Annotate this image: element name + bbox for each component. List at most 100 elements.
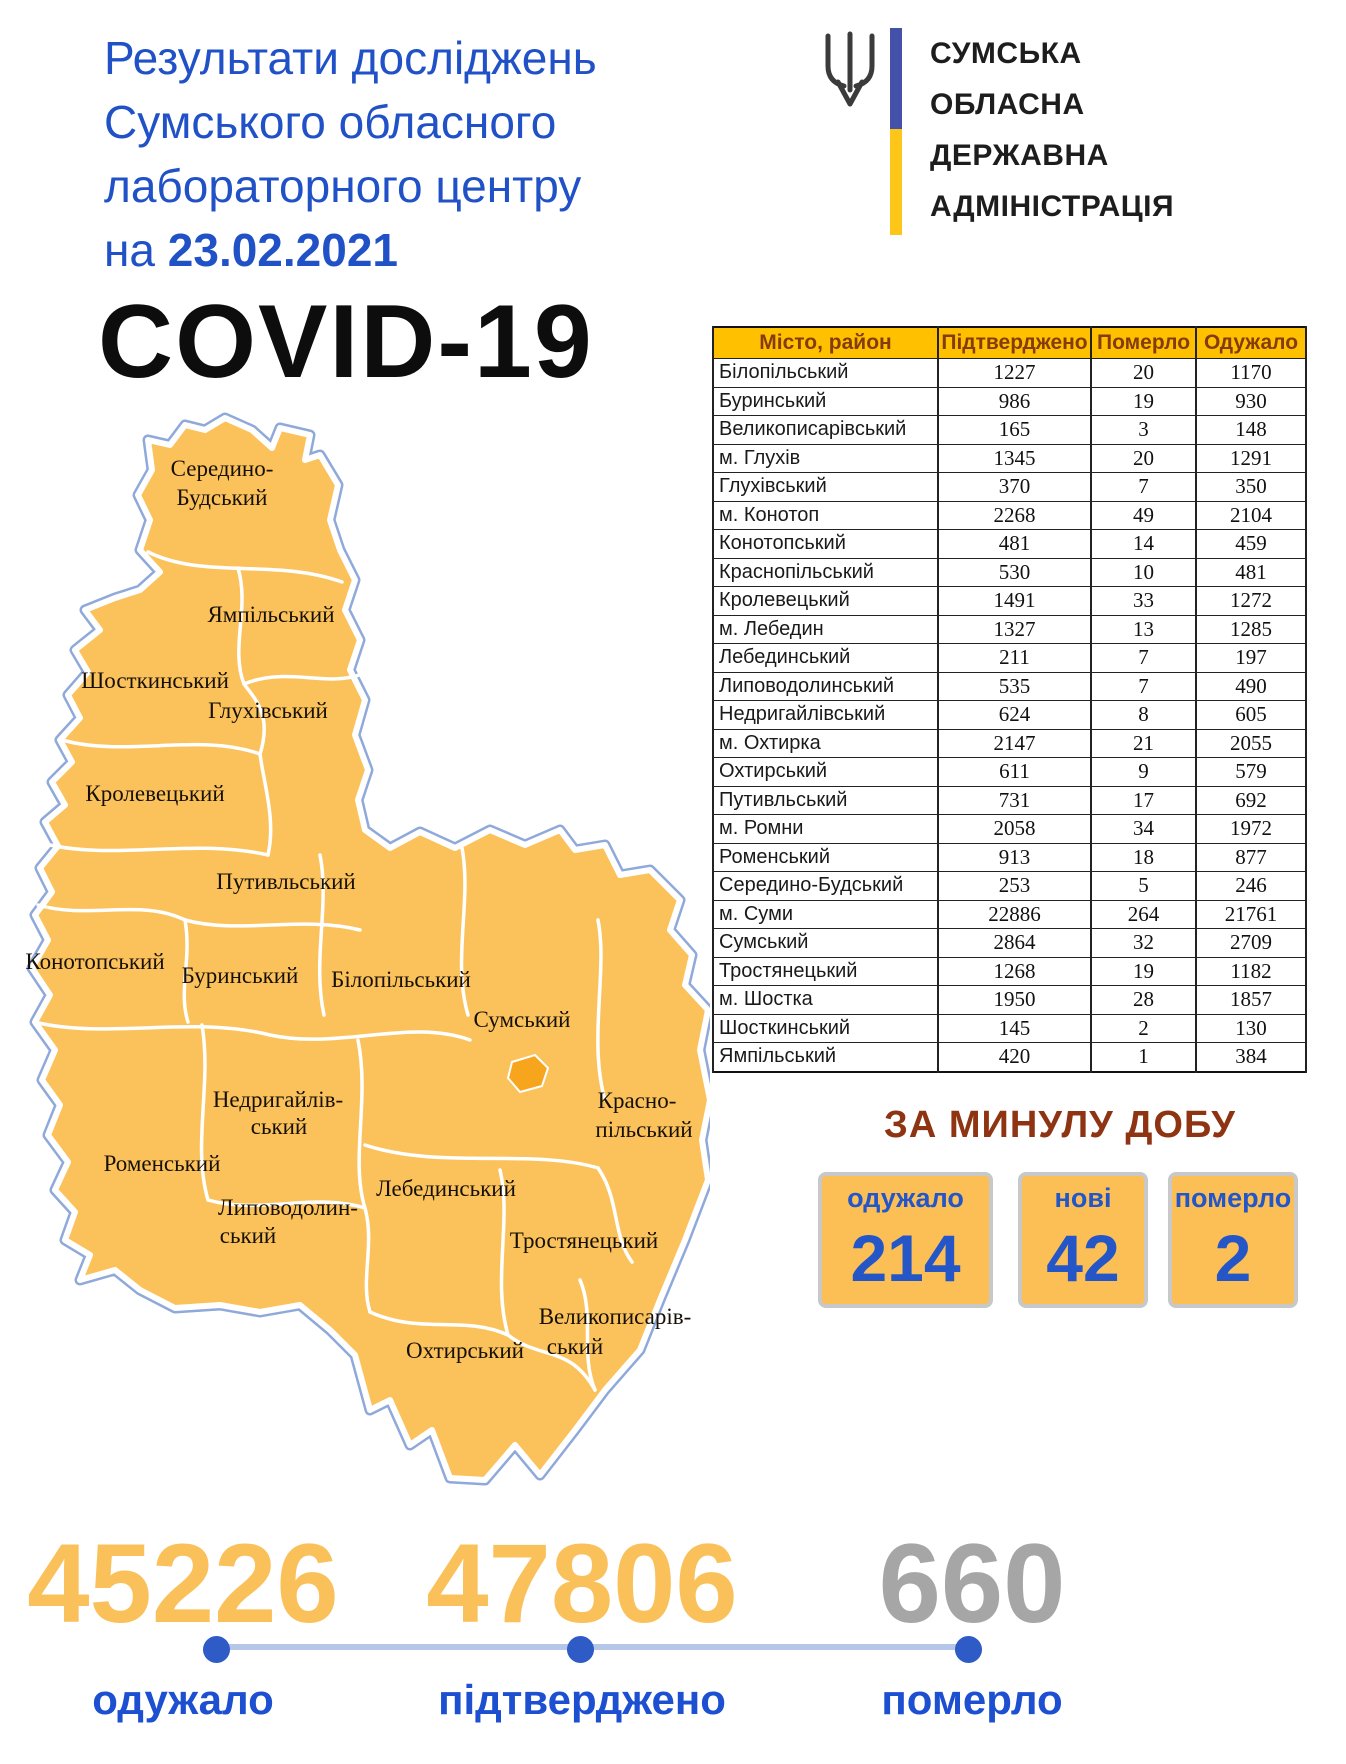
recovered-cell: 1285 [1195,614,1307,644]
died-cell: 17 [1090,785,1197,815]
total-померло: 660 померло [822,1528,1122,1724]
map-labels: Середино- Будський Ямпільський Шосткинський… [25,456,692,1363]
district-cell: Білопільський [712,358,939,388]
total-value: 660 [878,1521,1066,1646]
table-row: м. Ромни 2058 34 1972 [712,814,1307,844]
table-row: Сумський 2864 32 2709 [712,928,1307,958]
table-row: Білопільський 1227 20 1170 [712,358,1307,388]
district-cell: м. Лебедин [712,614,939,644]
district-cell: Охтирський [712,757,939,787]
died-cell: 19 [1090,956,1197,986]
recovered-cell: 605 [1195,700,1307,730]
daily-card-label: одужало [847,1183,964,1213]
district-cell: Лебединський [712,643,939,673]
table-row: Липоводолинський 535 7 490 [712,671,1307,701]
table-row: Буринський 986 19 930 [712,386,1307,416]
district-cell: Шосткинський [712,1013,939,1043]
map-district-label: ський [547,1334,604,1359]
map-district-label: пільський [595,1117,692,1142]
map-district-label: Тростянецький [510,1228,658,1253]
flag-bar-yellow [890,129,902,235]
map-district-label: Липоводолин- [218,1195,358,1220]
total-value: 47806 [426,1521,738,1646]
title-line: Сумського обласного [104,96,557,148]
recovered-cell: 197 [1195,643,1307,673]
district-cell: м. Конотоп [712,500,939,530]
map-district-label: Охтирський [406,1338,524,1363]
died-cell: 34 [1090,814,1197,844]
daily-card-value: 42 [1046,1221,1120,1295]
died-cell: 1 [1090,1042,1197,1072]
daily-card-нові: нові 42 [1018,1172,1148,1308]
recovered-cell: 1170 [1195,358,1307,388]
confirmed-cell: 986 [937,386,1092,416]
table-row: м. Охтирка 2147 21 2055 [712,728,1307,758]
recovered-cell: 130 [1195,1013,1307,1043]
recovered-cell: 1857 [1195,985,1307,1015]
district-cell: Путивльський [712,785,939,815]
map-district-label: Середино- [171,456,274,481]
district-cell: Липоводолинський [712,671,939,701]
covid-19-heading: COVID-19 [98,284,594,400]
table-row: Шосткинський 145 2 130 [712,1013,1307,1043]
table-row: м. Конотоп 2268 49 2104 [712,500,1307,530]
daily-card-померло: померло 2 [1168,1172,1298,1308]
died-cell: 28 [1090,985,1197,1015]
table-row: Краснопільський 530 10 481 [712,557,1307,587]
daily-card-одужало: одужало 214 [818,1172,993,1308]
recovered-cell: 877 [1195,842,1307,872]
timeline-dot [203,1636,230,1663]
title-line: Результати досліджень [104,32,597,84]
district-cell: Сумський [712,928,939,958]
died-cell: 2 [1090,1013,1197,1043]
district-cell: м. Шостка [712,985,939,1015]
table-row: м. Суми 22886 264 21761 [712,899,1307,929]
table-row: м. Шостка 1950 28 1857 [712,985,1307,1015]
table-row: Лебединський 211 7 197 [712,643,1307,673]
daily-cards: одужало 214 нові 42 померло 2 [818,1172,1298,1308]
died-cell: 33 [1090,586,1197,616]
district-cell: Буринський [712,386,939,416]
recovered-cell: 481 [1195,557,1307,587]
table-row: м. Глухів 1345 20 1291 [712,443,1307,473]
logo-org-name: СУМСЬКА ОБЛАСНА ДЕРЖАВНА АДМІНІСТРАЦІЯ [930,37,1175,223]
confirmed-cell: 1345 [937,443,1092,473]
table-row: м. Лебедин 1327 13 1285 [712,614,1307,644]
map-district-label: Путивльський [216,869,355,894]
map-district-label: Білопільський [331,967,471,992]
district-cell: Краснопільський [712,557,939,587]
confirmed-cell: 1491 [937,586,1092,616]
map-district-label: Великописарів- [539,1304,692,1329]
sumy-city-spot [506,1053,550,1094]
map-district-label: Конотопський [25,949,164,974]
died-cell: 19 [1090,386,1197,416]
district-cell: Великописарівський [712,415,939,445]
confirmed-cell: 530 [937,557,1092,587]
confirmed-cell: 145 [937,1013,1092,1043]
died-cell: 49 [1090,500,1197,530]
table-row: Великописарівський 165 3 148 [712,415,1307,445]
oblast-outline [26,412,716,1486]
died-cell: 13 [1090,614,1197,644]
table-row: Охтирський 611 9 579 [712,757,1307,787]
report-date: 23.02.2021 [167,224,399,276]
recovered-cell: 21761 [1195,899,1307,929]
map-district-label: ський [251,1114,308,1139]
confirmed-cell: 481 [937,529,1092,559]
map-district-label: Недригайлів- [213,1087,343,1112]
map-district-label: Роменський [104,1151,221,1176]
map-district-label: Глухівський [208,698,328,723]
recovered-cell: 930 [1195,386,1307,416]
recovered-cell: 1972 [1195,814,1307,844]
recovered-cell: 350 [1195,472,1307,502]
died-cell: 9 [1090,757,1197,787]
daily-heading: ЗА МИНУЛУ ДОБУ [884,1104,1236,1146]
district-cell: м. Глухів [712,443,939,473]
recovered-cell: 579 [1195,757,1307,787]
district-cell: Середино-Будський [712,871,939,901]
confirmed-cell: 370 [937,472,1092,502]
ukraine-trident-icon [825,31,875,107]
total-value: 45226 [27,1521,339,1646]
timeline-dot [955,1636,982,1663]
recovered-cell: 1291 [1195,443,1307,473]
